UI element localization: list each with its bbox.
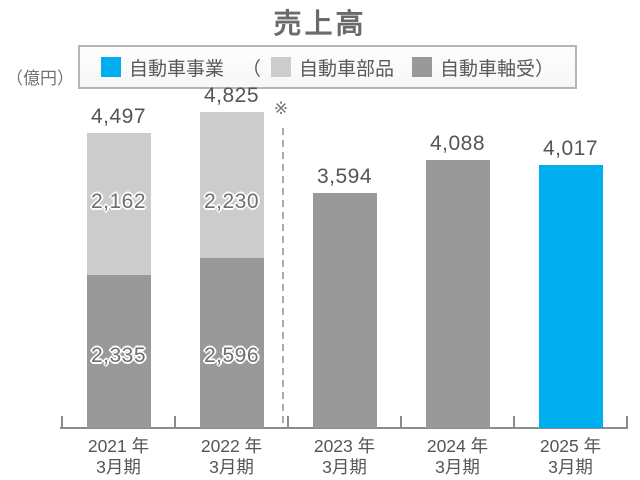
bar-total-label: 4,017 [542,137,599,160]
x-axis-tick [61,416,63,428]
bar-total-label: 4,497 [90,105,147,128]
legend-paren-close: ） [535,58,555,80]
note-asterisk: ※ [273,99,289,118]
legend-swatch-automotive-bearings-icon [412,57,432,77]
bar-segment [425,160,490,428]
legend-item-automotive-bearings: 自動車軸受 [440,58,536,80]
bar-segment [86,275,151,428]
x-axis-tick [513,416,515,428]
x-axis-label: 2024 年 3月期 [426,436,489,477]
x-axis-line [60,427,628,429]
bar-inside-label-bearings: 2,335 [90,344,147,367]
x-axis-label: 2022 年 3月期 [200,436,263,477]
chart-title: 売上高 [273,8,367,39]
bar-total-label: 4,088 [429,132,486,155]
bar-inside-label-parts: 2,230 [203,190,260,213]
bar-segment [312,193,377,428]
bar-segment [86,133,151,275]
y-axis-unit-label: （億円） [6,69,74,88]
segment-change-divider [282,128,284,428]
legend-box: 自動車事業 （ 自動車部品 自動車軸受 ） [78,45,577,89]
bar-inside-label-bearings: 2,596 [203,344,260,367]
x-axis-label: 2023 年 3月期 [313,436,376,477]
x-axis-tick [287,416,289,428]
bar-total-label: 4,825 [203,84,260,107]
x-axis-label: 2021 年 3月期 [87,436,150,477]
bar-inside-label-parts: 2,162 [90,190,147,213]
legend-swatch-automotive-parts-icon [270,57,291,77]
legend-swatch-automotive-business-icon [100,57,121,77]
legend-item-automotive-business: 自動車事業 [128,58,224,80]
bar-segment [199,112,264,258]
x-axis-tick [400,416,402,428]
legend-paren-open: （ [241,58,261,80]
x-axis-tick [174,416,176,428]
legend-item-automotive-parts: 自動車部品 [298,58,394,80]
bar-segment [199,258,264,428]
bar-segment [538,165,603,428]
x-axis-tick [626,416,628,428]
bar-total-label: 3,594 [316,165,373,188]
x-axis-label: 2025 年 3月期 [539,436,602,477]
